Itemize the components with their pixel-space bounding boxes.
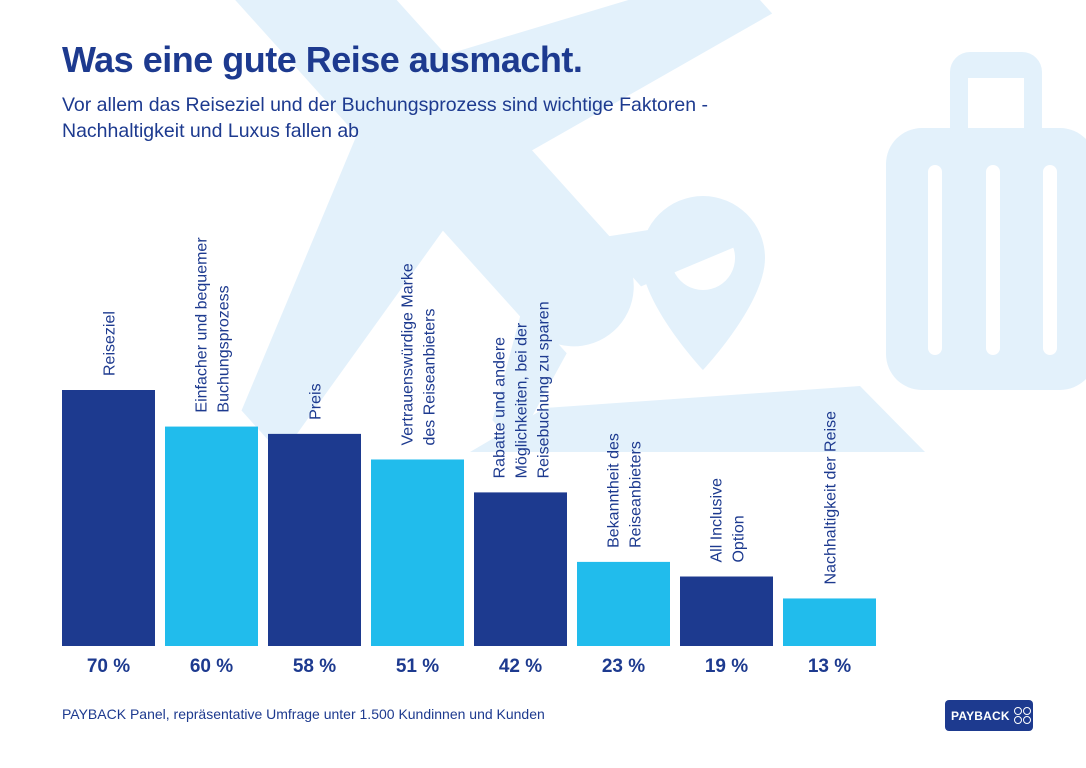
payback-logo: PAYBACK bbox=[945, 700, 1033, 731]
value-label-4: 51 % bbox=[396, 656, 439, 677]
source-note: PAYBACK Panel, repräsentative Umfrage un… bbox=[62, 706, 545, 722]
value-label-8: 13 % bbox=[808, 656, 851, 677]
category-label-6-line-2: Reiseanbieters bbox=[628, 441, 645, 548]
airplane-icon bbox=[219, 0, 773, 456]
category-label-5-line-1: Rabatte und andere bbox=[492, 337, 509, 479]
bar-7 bbox=[680, 576, 773, 646]
category-label-4-line-2: des Reiseanbieters bbox=[422, 309, 439, 446]
value-label-3: 58 % bbox=[293, 656, 336, 677]
bar-6 bbox=[577, 561, 670, 646]
bar-2 bbox=[165, 426, 258, 646]
bar-5 bbox=[474, 492, 567, 646]
category-label-5-line-2: Möglichkeiten, bei der bbox=[514, 322, 531, 478]
category-label-2-line-2: Buchungsprozess bbox=[216, 285, 233, 412]
brand-dots-icon bbox=[1013, 706, 1032, 725]
category-label-6-line-1: Bekanntheit des bbox=[606, 433, 623, 548]
category-label-3-line-1: Preis bbox=[308, 383, 325, 419]
brand-name: PAYBACK bbox=[951, 708, 1010, 723]
bar-3 bbox=[268, 433, 361, 646]
value-label-6: 23 % bbox=[602, 656, 645, 677]
page-subtitle: Vor allem das Reiseziel und der Buchungs… bbox=[62, 94, 708, 142]
category-label-5-line-3: Reisebuchung zu sparen bbox=[536, 301, 553, 478]
category-label-4-line-1: Vertrauenswürdige Marke bbox=[400, 263, 417, 445]
value-label-5: 42 % bbox=[499, 656, 542, 677]
bar-8 bbox=[783, 598, 876, 646]
location-pin-icon bbox=[470, 196, 925, 452]
category-label-1-line-1: Reiseziel bbox=[102, 311, 119, 376]
value-label-7: 19 % bbox=[705, 656, 748, 677]
bar-1 bbox=[62, 390, 155, 646]
value-label-1: 70 % bbox=[87, 656, 130, 677]
category-label-7-line-1: All Inclusive bbox=[709, 478, 726, 563]
page-title: Was eine gute Reise ausmacht. bbox=[62, 39, 583, 80]
bar-4 bbox=[371, 459, 464, 646]
category-label-2-line-1: Einfacher und bequemer bbox=[194, 237, 211, 413]
category-label-7-line-2: Option bbox=[731, 515, 748, 562]
category-label-8-line-1: Nachhaltigkeit der Reise bbox=[823, 411, 840, 585]
value-label-2: 60 % bbox=[190, 656, 233, 677]
